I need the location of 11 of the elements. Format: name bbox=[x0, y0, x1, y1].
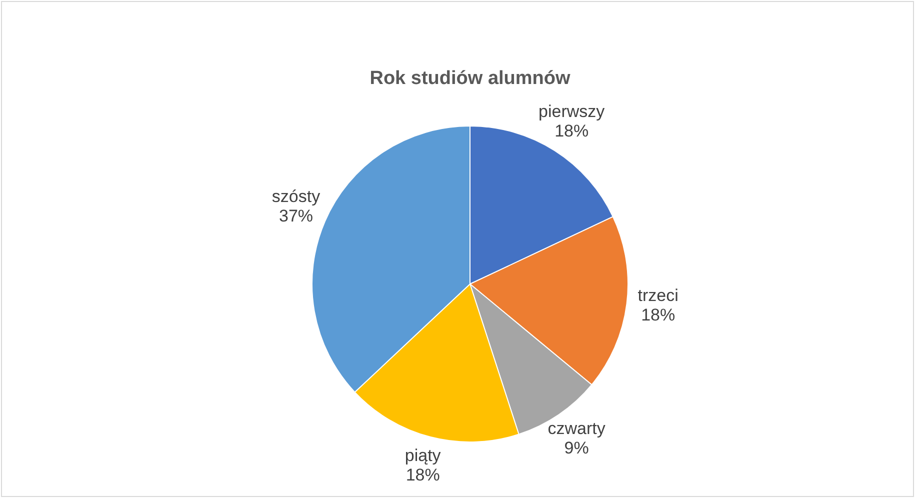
slice-label: szósty bbox=[272, 186, 321, 206]
data-label: 18% bbox=[554, 122, 589, 141]
chart-title: Rok studiów alumnów bbox=[370, 68, 570, 89]
slice-label: czwarty bbox=[548, 419, 606, 438]
slice-label: pierwszy bbox=[538, 102, 606, 122]
data-label: 9% bbox=[564, 438, 589, 458]
slice-label: piąty bbox=[404, 446, 442, 465]
data-label: 37% bbox=[278, 206, 314, 226]
data-label: 18% bbox=[641, 306, 676, 325]
data-label: 18% bbox=[406, 465, 440, 484]
slice-label: trzeci bbox=[638, 286, 678, 305]
